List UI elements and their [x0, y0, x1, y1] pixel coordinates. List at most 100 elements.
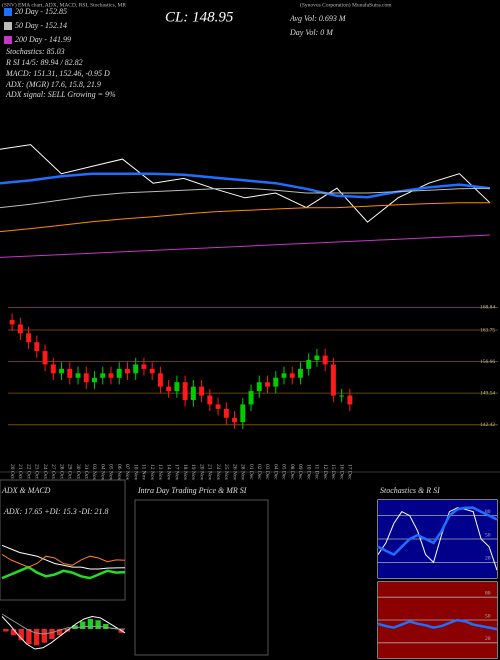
x-tick-label: 17 Dec — [347, 464, 353, 480]
series-line — [1, 615, 126, 650]
candle-body — [9, 320, 15, 325]
x-tick-label: 17 Nov — [174, 464, 180, 481]
x-tick-label: 19 Nov — [190, 464, 196, 481]
candle-body — [133, 364, 139, 374]
y-tick-label: 142.42 — [480, 422, 495, 428]
candle-body — [75, 373, 81, 378]
series-line — [0, 202, 490, 233]
candle-body — [83, 373, 89, 383]
x-tick-label: 30 Oct — [75, 464, 81, 479]
x-tick-label: 12 Nov — [149, 464, 155, 481]
candle-body — [100, 373, 106, 378]
x-tick-label: 23 Oct — [34, 464, 40, 479]
legend-swatch — [4, 36, 12, 44]
candle-body — [240, 404, 246, 423]
macd-bar — [3, 629, 9, 632]
candle-body — [157, 373, 163, 387]
candle-body — [67, 368, 73, 378]
candle-body — [59, 368, 65, 374]
series-line — [377, 618, 498, 631]
chart-title: CL: 148.95 — [165, 9, 234, 25]
candle-body — [314, 355, 320, 360]
candle-body — [306, 360, 312, 369]
annotation: Day Vol: 0 M — [289, 28, 334, 37]
candle-body — [207, 395, 213, 405]
legend-swatch — [4, 22, 12, 30]
macd-bar — [72, 625, 78, 629]
candle-body — [265, 382, 270, 387]
x-tick-label: 01 Dec — [248, 464, 254, 480]
x-tick-label: 11 Dec — [314, 464, 320, 480]
macd-bar — [49, 629, 55, 639]
x-tick-label: 20 Oct — [9, 464, 15, 479]
candle-body — [92, 377, 97, 383]
candle-body — [141, 364, 147, 369]
candle-body — [248, 391, 254, 405]
chart-subtitle: ADX: 17.65 +DI: 15.3 -DI: 21.8 — [3, 507, 109, 516]
y-tick-label: 20 — [485, 556, 491, 562]
annotation: ADX signal: SELL Growing = 9% — [5, 90, 116, 99]
macd-bar — [103, 624, 109, 629]
x-tick-label: 28 Nov — [240, 464, 246, 481]
x-tick-label: 24 Oct — [42, 464, 48, 479]
x-tick-label: 15 Dec — [330, 464, 336, 480]
candle-body — [34, 342, 40, 352]
legend-label: 50 Day - 152.14 — [15, 21, 67, 30]
annotation: MACD: 151.31, 152.46, -0.95 D — [5, 69, 110, 78]
x-tick-label: 13 Nov — [157, 464, 163, 481]
candle-body — [281, 373, 287, 378]
candle-body — [297, 368, 303, 378]
annotation: Stochastics: 85.03 — [6, 47, 65, 56]
x-tick-label: 11 Nov — [141, 464, 147, 480]
series-line — [377, 506, 498, 557]
candle-body — [289, 373, 295, 378]
x-tick-label: 12 Dec — [322, 464, 328, 480]
y-tick-label: 163.75 — [480, 327, 495, 333]
macd-bar — [56, 629, 63, 636]
x-tick-label: 27 Oct — [50, 464, 56, 479]
macd-bar — [26, 629, 32, 644]
x-tick-label: 28 Oct — [58, 464, 64, 479]
y-tick-label: 156.66 — [480, 359, 495, 365]
candle-body — [166, 386, 172, 392]
macd-bar — [41, 629, 47, 643]
chart-title: ADX & MACD — [1, 486, 51, 495]
macd-bar — [87, 619, 94, 629]
y-tick-label: 80 — [485, 590, 491, 596]
series-line — [377, 507, 498, 571]
x-tick-label: 10 Dec — [305, 464, 311, 480]
x-tick-label: 09 Dec — [297, 464, 303, 480]
candle-body — [256, 382, 262, 392]
candle-body — [108, 373, 114, 378]
x-tick-label: 21 Nov — [207, 464, 213, 481]
candle-body — [26, 333, 32, 343]
x-tick-label: 10 Nov — [132, 464, 138, 481]
candle-body — [149, 368, 155, 374]
x-tick-label: 21 Oct — [17, 464, 23, 479]
macd-bar — [80, 621, 86, 629]
x-tick-label: 04 Nov — [99, 464, 105, 481]
macd-bar — [10, 629, 17, 636]
candle-body — [330, 364, 336, 396]
x-tick-label: 25 Nov — [223, 464, 229, 481]
x-tick-label: 26 Nov — [231, 464, 237, 481]
candle-body — [223, 408, 229, 418]
x-tick-label: 08 Dec — [289, 464, 295, 480]
chart-title: Stochastics & R SI — [380, 486, 440, 495]
x-tick-label: 07 Nov — [124, 464, 130, 481]
x-tick-label: 18 Nov — [182, 464, 188, 481]
series-line — [0, 172, 491, 199]
legend-label: 20 Day - 152.85 — [15, 7, 67, 16]
candle-body — [174, 382, 180, 392]
y-tick-label: 20 — [485, 636, 491, 642]
y-tick-label: 50 — [485, 532, 491, 538]
annotation: (Synovus Corporation) MunafaSutra.com — [300, 1, 392, 8]
x-tick-label: 06 Nov — [116, 464, 122, 481]
y-tick-label: 80 — [485, 509, 491, 515]
candle-body — [124, 368, 130, 374]
x-tick-label: 20 Nov — [198, 464, 204, 481]
panel-frame — [0, 479, 126, 601]
annotation: (SNV) EMA chart, ADX, MACD, RSI, Stochas… — [2, 1, 126, 8]
chart-title: Intra Day Trading Price & MR SI — [137, 486, 247, 495]
